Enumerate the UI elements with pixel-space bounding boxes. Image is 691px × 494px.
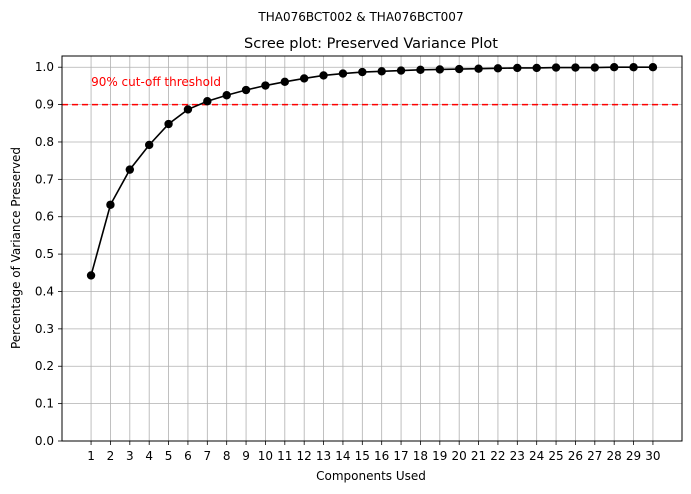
y-tick-label: 0.1: [35, 397, 54, 411]
y-tick-label: 0.3: [35, 322, 54, 336]
figure-suptitle: THA076BCT002 & THA076BCT007: [257, 10, 463, 24]
x-tick-label: 7: [203, 449, 211, 463]
x-tick-label: 8: [223, 449, 231, 463]
data-point: [222, 91, 231, 100]
data-point: [319, 71, 328, 80]
chart-title: Scree plot: Preserved Variance Plot: [244, 36, 498, 52]
data-point: [590, 63, 600, 72]
y-tick-label: 0.7: [35, 172, 54, 186]
data-point: [338, 69, 348, 78]
data-point: [164, 119, 173, 129]
x-tick-label: 15: [355, 449, 370, 463]
x-tick-label: 17: [393, 449, 408, 463]
data-point: [454, 64, 464, 74]
data-point: [358, 67, 367, 77]
data-point: [183, 105, 193, 114]
series-group: [86, 63, 658, 280]
x-tick-label: 24: [529, 449, 544, 463]
data-point: [513, 63, 522, 73]
plot-frame: [61, 55, 683, 442]
y-axis-ticks: 0.0 0.1 0.2 0.3 0.4 0.5 0.6 0.7 0.8 0.9 1.0: [35, 60, 62, 448]
data-point: [377, 67, 386, 76]
y-tick-label: 0.4: [35, 284, 54, 298]
data-point: [416, 65, 425, 75]
data-point: [125, 165, 135, 174]
y-tick-label: 0.5: [35, 247, 54, 261]
x-tick-label: 13: [316, 449, 331, 463]
data-point: [86, 271, 96, 280]
x-tick-label: 29: [626, 449, 641, 463]
data-point: [435, 65, 445, 74]
x-tick-label: 9: [242, 449, 250, 463]
data-point: [648, 63, 658, 72]
x-tick-label: 6: [184, 449, 192, 463]
x-tick-label: 12: [297, 449, 312, 463]
data-point: [629, 63, 638, 72]
x-tick-label: 1: [87, 449, 95, 463]
data-point: [299, 74, 309, 83]
variance-line: [90, 66, 653, 276]
data-point: [106, 200, 115, 209]
threshold-label: 90% cut-off threshold: [91, 75, 221, 89]
y-tick-label: 0.0: [35, 434, 54, 448]
data-point: [474, 64, 483, 73]
data-point: [493, 64, 503, 73]
y-tick-label: 0.6: [35, 210, 54, 224]
grid-lines: [62, 56, 682, 442]
data-point: [261, 81, 270, 90]
x-axis-label: Components Used: [316, 469, 426, 483]
x-tick-label: 19: [432, 449, 447, 463]
data-point: [241, 85, 251, 95]
data-point: [551, 63, 561, 72]
data-point: [280, 77, 290, 86]
y-tick-label: 0.8: [35, 135, 54, 149]
data-point: [144, 140, 154, 150]
x-tick-label: 4: [145, 449, 153, 463]
x-tick-label: 3: [126, 449, 134, 463]
x-tick-label: 18: [413, 449, 428, 463]
x-tick-label: 16: [374, 449, 389, 463]
x-tick-label: 26: [568, 449, 583, 463]
data-point: [532, 63, 541, 73]
x-axis-ticks: 1 2 3 4 5 6 7 8 9 10 11 12 13 14 15 16 17 18 19 20 21 22 23 24 2…: [87, 441, 661, 463]
data-point: [396, 66, 406, 75]
data-point: [571, 63, 580, 72]
x-tick-label: 27: [587, 449, 602, 463]
x-tick-label: 5: [165, 449, 173, 463]
x-tick-label: 23: [510, 449, 525, 463]
threshold-group: 90% cut-off threshold: [62, 75, 682, 106]
x-tick-label: 10: [258, 449, 273, 463]
y-tick-label: 0.9: [35, 98, 54, 112]
y-tick-label: 1.0: [35, 60, 54, 74]
x-tick-label: 14: [335, 449, 350, 463]
x-tick-label: 11: [277, 449, 292, 463]
x-tick-label: 2: [107, 449, 115, 463]
x-tick-label: 30: [645, 449, 660, 463]
data-point: [609, 63, 619, 72]
x-tick-label: 20: [452, 449, 467, 463]
data-point: [203, 97, 212, 106]
x-tick-label: 28: [607, 449, 622, 463]
y-tick-label: 0.2: [35, 359, 54, 373]
x-tick-label: 25: [548, 449, 563, 463]
x-tick-label: 22: [490, 449, 505, 463]
x-tick-label: 21: [471, 449, 486, 463]
y-axis-label: Percentage of Variance Preserved: [9, 147, 23, 349]
